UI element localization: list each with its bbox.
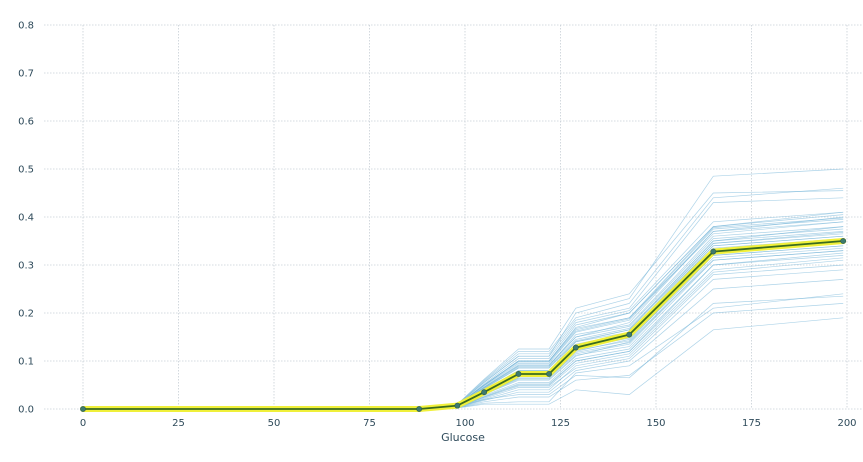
y-tick-label: 0.7 [18, 69, 34, 80]
ice-line [83, 257, 844, 410]
ice-line [83, 235, 844, 410]
pdp-point [710, 248, 717, 255]
pdp-halo [80, 238, 847, 412]
ice-line [83, 168, 844, 410]
pdp-point [454, 402, 461, 409]
x-tick-label: 50 [268, 418, 281, 429]
x-tick-label: 0 [80, 418, 86, 429]
ice-line [83, 233, 844, 410]
x-tick-label: 75 [363, 418, 376, 429]
ice-line [83, 317, 844, 410]
pdp-line [83, 240, 844, 410]
ice-line [83, 252, 844, 410]
pdp-point [515, 371, 522, 377]
y-tick-label: 0.0 [18, 405, 34, 416]
ice-line [83, 245, 844, 410]
ice-line [83, 245, 844, 410]
pdp-point [546, 371, 552, 377]
ice-line [83, 303, 844, 410]
ice-line [83, 190, 844, 410]
ice-line [83, 259, 844, 410]
y-tick-label: 0.6 [18, 117, 34, 128]
ice-line [83, 187, 844, 410]
ice-line [83, 264, 844, 410]
x-tick-label: 200 [837, 418, 856, 429]
x-tick-label: 125 [551, 418, 570, 429]
x-tick-label: 150 [646, 418, 665, 429]
pdp-point [416, 406, 423, 412]
y-tick-label: 0.1 [18, 357, 34, 368]
ice-line [83, 240, 844, 410]
pdp-line [80, 238, 847, 412]
ice-line [83, 250, 844, 410]
y-tick-label: 0.2 [18, 309, 34, 320]
y-tick-label: 0.4 [18, 213, 34, 224]
ice-line [83, 293, 844, 410]
grid [44, 24, 863, 410]
x-axis-label: Glucose [441, 431, 485, 444]
ice-line [83, 279, 844, 410]
x-tick-label: 100 [455, 418, 474, 429]
ice-line [83, 228, 844, 410]
pdp-point [572, 344, 579, 351]
pdp-point [80, 406, 86, 412]
pdp-point [626, 331, 633, 338]
x-tick-label: 175 [742, 418, 761, 429]
ice-line [83, 217, 844, 410]
y-tick-label: 0.8 [18, 21, 34, 32]
ice-line [83, 235, 844, 410]
ice-lines [83, 168, 844, 410]
y-tick-label: 0.3 [18, 261, 34, 272]
y-tick-labels: 0.0 0.1 0.2 0.3 0.4 0.5 0.6 0.7 0.8 [18, 21, 34, 416]
y-tick-label: 0.5 [18, 165, 34, 176]
pdp-point [481, 389, 487, 396]
x-tick-labels: 0 25 50 75 100 125 150 175 200 [80, 418, 857, 429]
ice-line [83, 250, 844, 410]
pdp-point [840, 238, 847, 244]
ice-line [83, 231, 844, 410]
x-tick-label: 25 [172, 418, 185, 429]
ice-line [83, 269, 844, 410]
